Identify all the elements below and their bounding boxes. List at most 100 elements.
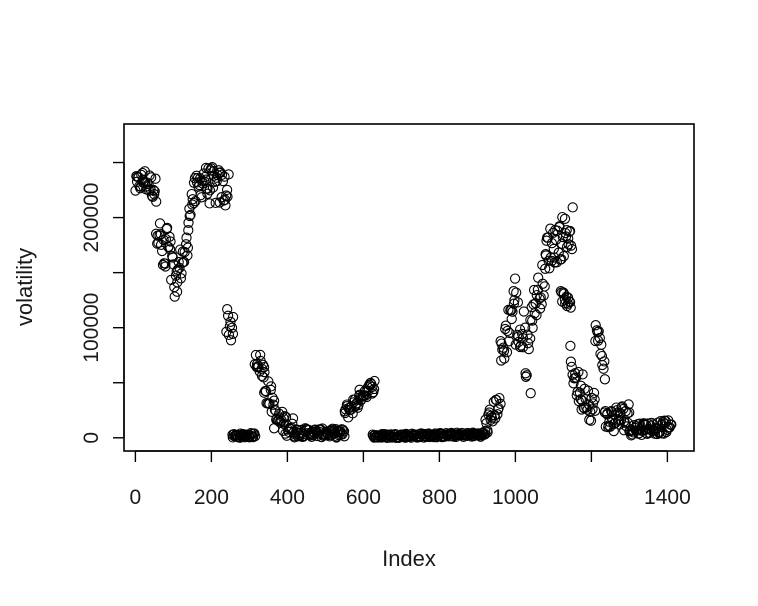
data-points <box>130 162 677 443</box>
data-point <box>259 366 270 378</box>
data-point <box>253 361 264 372</box>
data-point <box>495 398 506 410</box>
data-point <box>184 210 195 222</box>
data-point <box>494 392 505 404</box>
data-point <box>575 380 587 391</box>
data-point <box>339 431 350 442</box>
data-point <box>222 304 233 315</box>
data-point <box>216 192 227 203</box>
data-point <box>507 306 518 317</box>
data-point <box>265 381 277 392</box>
data-point <box>557 211 568 223</box>
data-point <box>598 363 609 374</box>
x-tick-label: 1000 <box>492 486 539 509</box>
data-point <box>520 371 532 382</box>
data-point <box>564 296 575 307</box>
data-point <box>582 404 593 415</box>
data-point <box>160 261 171 272</box>
data-point <box>525 388 536 399</box>
data-point <box>176 268 187 279</box>
data-point <box>587 404 598 415</box>
data-point <box>533 272 544 283</box>
data-point <box>556 254 567 265</box>
data-point <box>223 169 234 180</box>
x-axis-title: Index <box>382 546 436 571</box>
data-point <box>204 198 215 209</box>
data-point <box>217 175 229 187</box>
data-point <box>566 243 578 255</box>
x-tick-label: 0 <box>130 486 142 509</box>
data-point <box>555 285 566 297</box>
data-point <box>593 326 604 337</box>
data-point <box>564 296 576 308</box>
data-point <box>173 256 184 268</box>
data-point <box>151 196 162 207</box>
data-point <box>368 383 380 395</box>
y-axis-title: volatility <box>12 248 37 326</box>
x-tick-label: 200 <box>194 486 229 509</box>
data-point <box>212 169 223 181</box>
data-point <box>512 329 523 341</box>
data-point <box>181 232 192 243</box>
y-tick-label: 0 <box>80 432 103 444</box>
data-point <box>280 412 292 423</box>
data-point <box>566 361 577 373</box>
data-point <box>520 322 531 333</box>
data-point <box>183 217 194 228</box>
data-point <box>544 263 555 274</box>
data-point <box>255 349 266 361</box>
data-point <box>589 405 601 416</box>
data-point <box>142 177 153 188</box>
x-tick-label: 400 <box>270 486 305 509</box>
data-point <box>567 202 578 213</box>
data-point <box>565 356 577 367</box>
data-point <box>563 233 574 244</box>
data-point <box>177 257 188 268</box>
data-point <box>183 225 194 236</box>
data-point <box>257 359 269 370</box>
y-tick-label: 100000 <box>80 293 103 363</box>
data-point <box>225 335 237 346</box>
data-point <box>666 419 677 430</box>
x-axis: 0 200 400 600 800 1000 1400 <box>130 450 691 509</box>
data-point <box>523 343 534 355</box>
data-point <box>584 414 595 425</box>
data-point <box>219 194 231 205</box>
data-point <box>267 392 278 403</box>
data-point <box>496 355 507 366</box>
data-point <box>503 336 515 347</box>
data-point <box>568 378 579 389</box>
data-point <box>634 418 645 429</box>
data-point <box>558 251 569 262</box>
data-point <box>624 407 635 418</box>
y-tick-label: 200000 <box>80 183 103 253</box>
data-point <box>363 385 374 396</box>
data-point <box>561 241 573 253</box>
data-point <box>603 420 614 431</box>
data-point <box>623 399 634 410</box>
data-point <box>582 385 594 396</box>
data-point <box>504 327 515 339</box>
data-point <box>482 427 493 438</box>
data-point <box>589 394 600 405</box>
data-point <box>206 163 217 174</box>
data-point <box>204 185 216 196</box>
data-point <box>588 387 600 399</box>
data-point <box>144 170 155 181</box>
data-point <box>268 399 279 410</box>
data-point <box>512 297 524 308</box>
data-point <box>539 281 550 292</box>
data-point <box>222 310 234 321</box>
data-point <box>499 353 510 364</box>
data-point <box>266 406 277 417</box>
data-point <box>149 186 160 197</box>
data-point <box>509 273 521 284</box>
data-point <box>520 368 531 379</box>
data-point <box>171 286 183 297</box>
data-point <box>202 188 213 199</box>
data-point <box>502 325 513 337</box>
data-point <box>337 429 348 440</box>
data-point <box>148 184 159 196</box>
data-point <box>590 320 601 331</box>
